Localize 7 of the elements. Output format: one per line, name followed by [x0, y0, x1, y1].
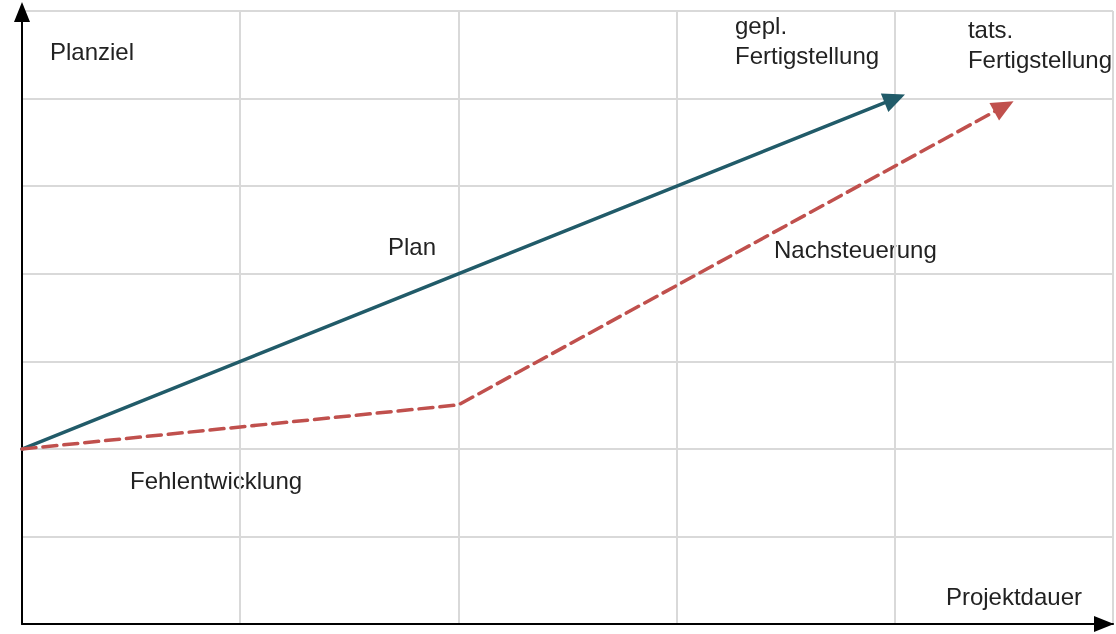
series-label: Plan	[388, 232, 437, 260]
y-axis-title: Planziel	[50, 37, 135, 65]
annotation: Fehlentwicklung	[130, 466, 303, 494]
text: tats. Fertigstellung	[967, 15, 1113, 73]
x-axis-title: Projektdauer	[945, 582, 1083, 610]
annotation: Nachsteuerung	[774, 235, 937, 263]
text: gepl. Fertigstellung	[735, 11, 880, 69]
